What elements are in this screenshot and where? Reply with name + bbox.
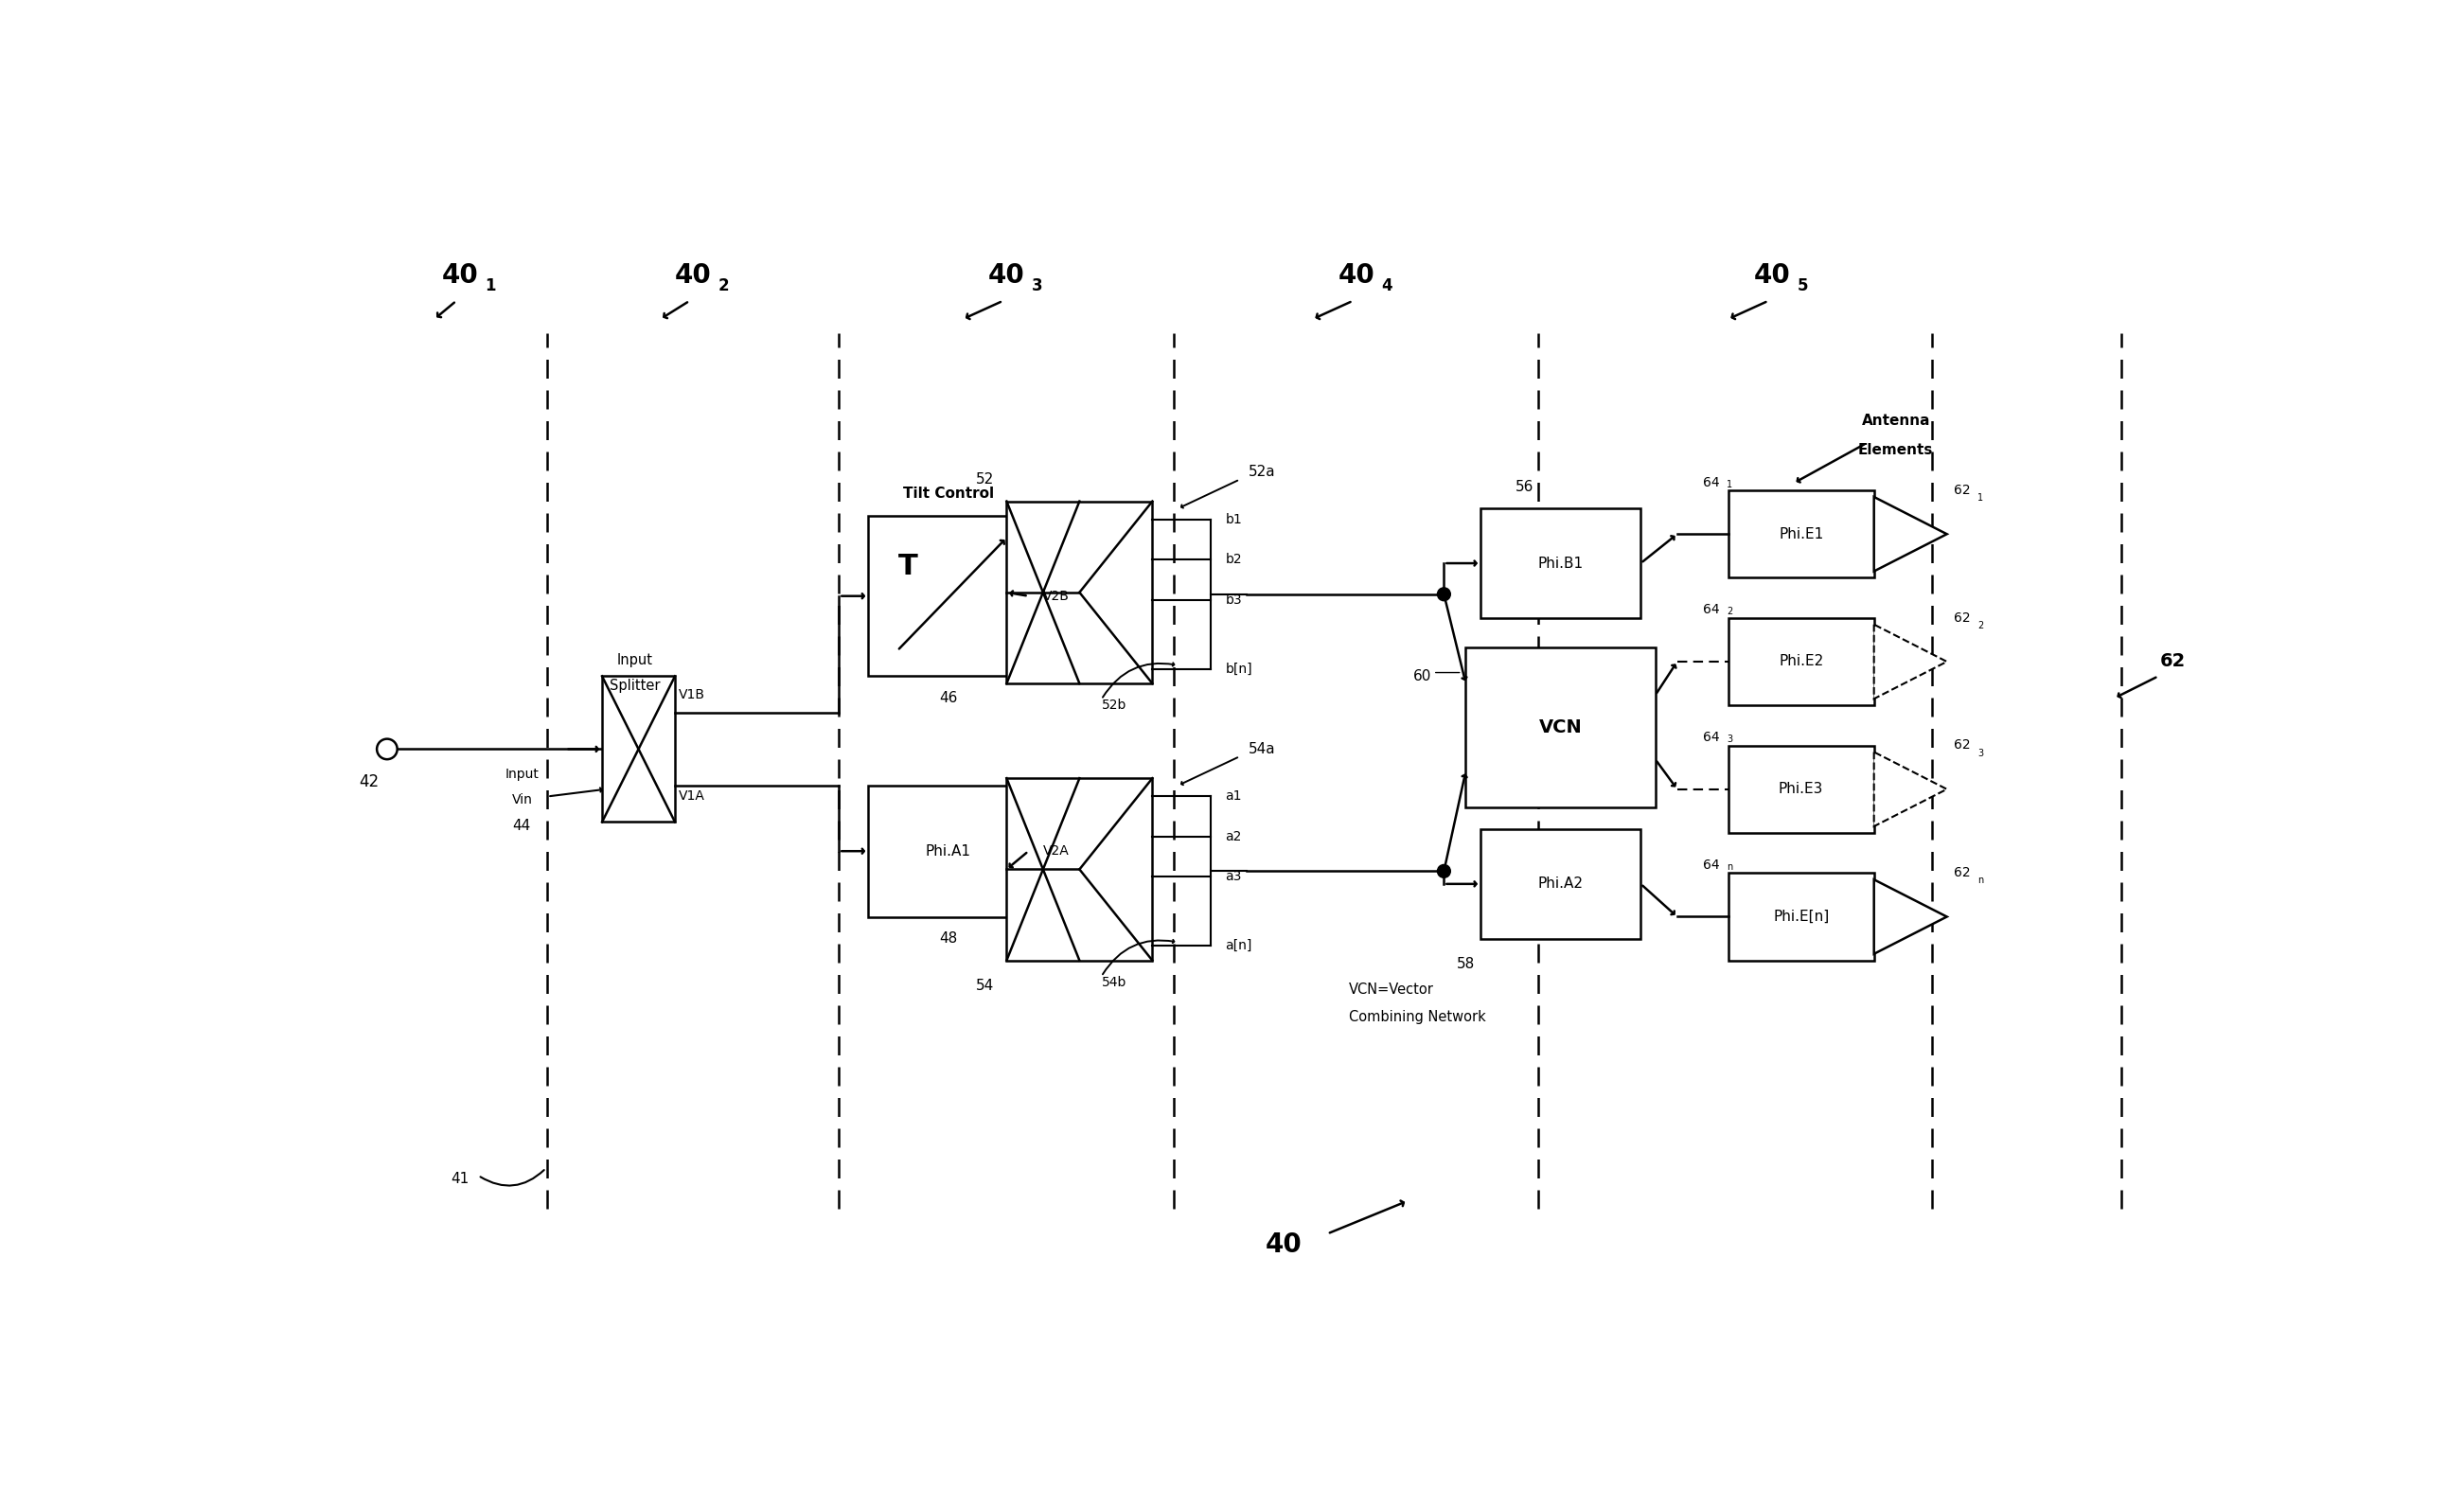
Polygon shape bbox=[1875, 497, 1947, 572]
Bar bbox=[1727, 745, 1875, 832]
Text: 64: 64 bbox=[1703, 731, 1720, 743]
Text: 52b: 52b bbox=[1101, 698, 1126, 712]
Text: n: n bbox=[1979, 876, 1984, 885]
Text: 62: 62 bbox=[1954, 739, 1971, 752]
Text: V1B: V1B bbox=[678, 688, 705, 701]
Text: 1: 1 bbox=[485, 278, 495, 295]
Text: 40: 40 bbox=[441, 262, 478, 289]
Text: 40: 40 bbox=[675, 262, 712, 289]
Text: 62: 62 bbox=[1954, 483, 1971, 497]
Bar bbox=[867, 786, 1027, 917]
Text: 2: 2 bbox=[719, 278, 729, 295]
Text: b[n]: b[n] bbox=[1225, 662, 1252, 676]
Bar bbox=[1008, 501, 1153, 683]
Text: 54a: 54a bbox=[1249, 742, 1276, 756]
Text: 52a: 52a bbox=[1249, 465, 1276, 479]
Polygon shape bbox=[1875, 752, 1947, 826]
Text: Phi.E1: Phi.E1 bbox=[1779, 527, 1823, 542]
Bar bbox=[1727, 491, 1875, 578]
Text: 48: 48 bbox=[939, 932, 958, 945]
Text: 5: 5 bbox=[1796, 278, 1809, 295]
Polygon shape bbox=[1875, 879, 1947, 954]
Text: 41: 41 bbox=[451, 1172, 468, 1186]
Text: 42: 42 bbox=[360, 774, 379, 790]
Text: 3: 3 bbox=[1032, 278, 1042, 295]
Circle shape bbox=[1437, 864, 1451, 877]
Text: b3: b3 bbox=[1225, 593, 1242, 607]
Bar bbox=[601, 676, 675, 822]
Text: VCN=Vector: VCN=Vector bbox=[1350, 983, 1434, 996]
Bar bbox=[1727, 619, 1875, 706]
Text: V1A: V1A bbox=[678, 790, 705, 804]
Text: Elements: Elements bbox=[1858, 442, 1934, 458]
Text: 40: 40 bbox=[1264, 1231, 1301, 1258]
Text: 54b: 54b bbox=[1101, 975, 1126, 989]
Text: V2A: V2A bbox=[1042, 844, 1069, 858]
Text: n: n bbox=[1727, 862, 1732, 871]
Text: 56: 56 bbox=[1515, 480, 1533, 494]
Text: 64: 64 bbox=[1703, 604, 1720, 617]
Text: Vin: Vin bbox=[513, 793, 532, 807]
Text: 60: 60 bbox=[1412, 670, 1432, 683]
Text: Tilt Control: Tilt Control bbox=[902, 488, 993, 501]
Text: 3: 3 bbox=[1979, 748, 1984, 759]
Text: 1: 1 bbox=[1727, 480, 1732, 489]
Text: a3: a3 bbox=[1225, 870, 1242, 883]
Bar bbox=[1727, 873, 1875, 960]
Bar bbox=[1008, 778, 1153, 960]
Text: 1: 1 bbox=[1979, 494, 1984, 503]
Text: Input: Input bbox=[505, 768, 540, 781]
Text: Antenna: Antenna bbox=[1860, 414, 1929, 429]
Text: Phi.E3: Phi.E3 bbox=[1779, 783, 1823, 796]
Text: 2: 2 bbox=[1979, 622, 1984, 631]
Text: 46: 46 bbox=[939, 691, 958, 706]
Text: V2B: V2B bbox=[1042, 590, 1069, 602]
Text: Splitter: Splitter bbox=[609, 679, 660, 692]
Text: a2: a2 bbox=[1225, 829, 1242, 843]
Text: 2: 2 bbox=[1727, 607, 1732, 617]
Text: 40: 40 bbox=[988, 262, 1025, 289]
Text: Phi.A2: Phi.A2 bbox=[1538, 877, 1584, 891]
Text: 64: 64 bbox=[1703, 476, 1720, 489]
Text: Combining Network: Combining Network bbox=[1350, 1010, 1486, 1025]
Text: T: T bbox=[899, 554, 919, 581]
Text: 64: 64 bbox=[1703, 858, 1720, 871]
Bar bbox=[1481, 829, 1641, 939]
Text: Phi.E[n]: Phi.E[n] bbox=[1774, 909, 1828, 924]
Text: Phi.A1: Phi.A1 bbox=[926, 844, 971, 858]
Text: b1: b1 bbox=[1225, 513, 1242, 527]
Polygon shape bbox=[1875, 625, 1947, 698]
Bar bbox=[1466, 647, 1656, 807]
Text: Input: Input bbox=[616, 653, 653, 667]
Text: Phi.B1: Phi.B1 bbox=[1538, 557, 1584, 570]
Text: 62: 62 bbox=[2161, 653, 2186, 671]
Bar bbox=[867, 516, 1027, 676]
Text: 52: 52 bbox=[976, 473, 993, 486]
Text: 4: 4 bbox=[1382, 278, 1392, 295]
Text: 58: 58 bbox=[1456, 957, 1476, 971]
Text: b2: b2 bbox=[1225, 552, 1242, 566]
Text: a[n]: a[n] bbox=[1225, 939, 1252, 953]
Text: 62: 62 bbox=[1954, 867, 1971, 879]
Bar bbox=[1481, 509, 1641, 619]
Text: 44: 44 bbox=[513, 819, 532, 832]
Text: VCN: VCN bbox=[1540, 718, 1582, 736]
Text: 54: 54 bbox=[976, 978, 993, 993]
Text: 3: 3 bbox=[1727, 734, 1732, 743]
Text: 62: 62 bbox=[1954, 611, 1971, 625]
Circle shape bbox=[1437, 587, 1451, 600]
Text: Phi.E2: Phi.E2 bbox=[1779, 655, 1823, 668]
Text: 40: 40 bbox=[1338, 262, 1375, 289]
Text: 40: 40 bbox=[1754, 262, 1791, 289]
Text: a1: a1 bbox=[1225, 790, 1242, 804]
